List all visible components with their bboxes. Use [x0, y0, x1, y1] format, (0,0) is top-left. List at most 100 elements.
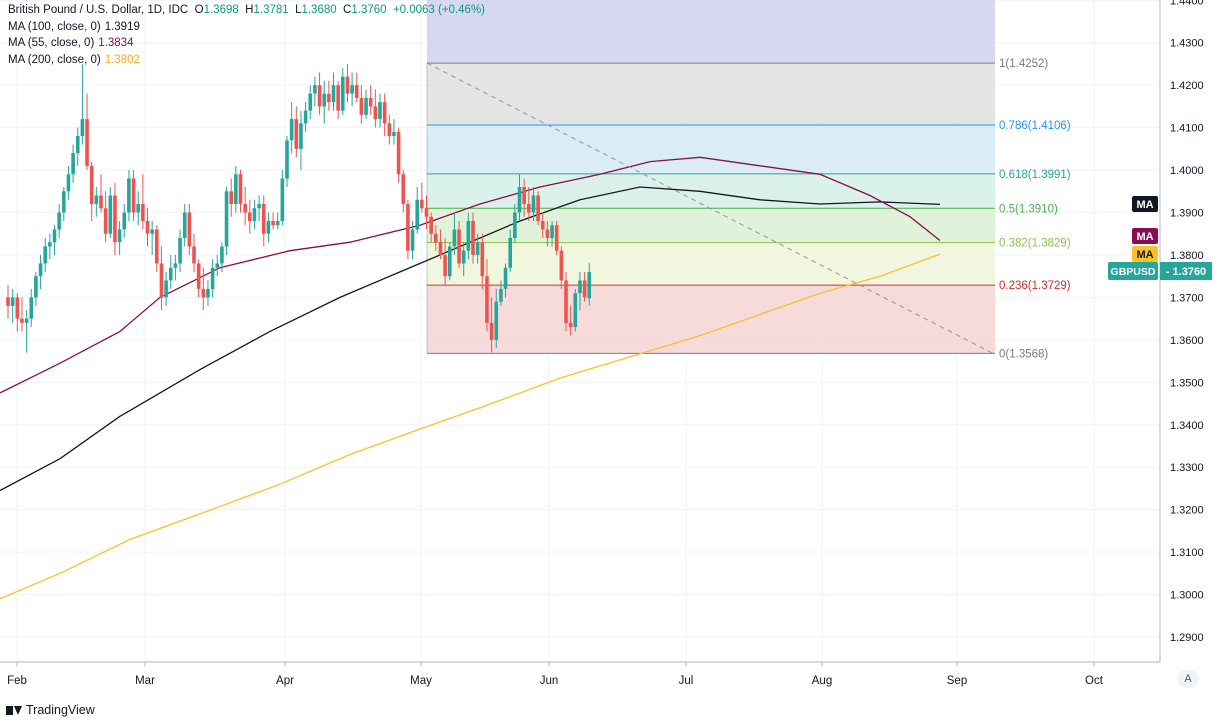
y-tick-label: 1.4100 — [1170, 123, 1204, 135]
y-tick-label: 1.4200 — [1170, 80, 1204, 92]
candle-up — [71, 153, 75, 175]
candle-up — [275, 220, 280, 226]
candle-down — [192, 246, 196, 264]
ohlc-values: O1.3698 H1.3781 L1.3680 C1.3760 +0.0063 … — [194, 4, 486, 16]
fibonacci-retracement — [426, 0, 995, 354]
candle-up — [350, 85, 354, 94]
candle-up — [392, 131, 396, 137]
candle-down — [527, 204, 531, 213]
chart-legend: British Pound / U.S. Dollar, 1D, IDC O1.… — [8, 2, 485, 68]
candle-down — [103, 208, 108, 234]
candle-up — [57, 212, 61, 230]
y-tick-label: 1.3200 — [1170, 505, 1204, 517]
low-value: 1.3680 — [301, 4, 337, 16]
candle-up — [48, 242, 52, 247]
candle-up — [494, 301, 499, 340]
last-price-symbol-badge — [1108, 262, 1158, 280]
candle-down — [271, 220, 275, 226]
fib-level-label: 0.382(1.3829) — [999, 238, 1071, 250]
candle-up — [313, 85, 317, 94]
candle-down — [6, 297, 10, 306]
y-tick-label: 1.2900 — [1170, 632, 1204, 644]
tradingview-logo-icon — [6, 705, 22, 716]
x-tick-label: Oct — [1085, 675, 1104, 687]
candle-up — [224, 191, 229, 247]
ma200-legend[interactable]: MA (200, close, 0) 1.3802 — [8, 53, 140, 66]
candle-down — [420, 199, 424, 209]
ma55-line — [0, 156, 941, 394]
y-tick-label: 1.3600 — [1170, 335, 1204, 347]
candle-down — [480, 242, 485, 277]
fib-zone — [427, 208, 995, 243]
last-price-value: - 1.3760 — [1166, 266, 1206, 278]
candle-down — [387, 123, 392, 137]
ma100-value: 1.3919 — [104, 20, 140, 33]
candle-up — [257, 204, 261, 209]
candle-up — [150, 229, 154, 234]
y-tick-label: 1.3100 — [1170, 547, 1204, 559]
candle-down — [545, 229, 550, 238]
ma-badge-label: MA — [1136, 199, 1153, 211]
y-tick-label: 1.3000 — [1170, 590, 1204, 602]
candle-up — [341, 76, 345, 111]
candle-down — [145, 220, 150, 234]
candle-down — [522, 187, 526, 205]
candle-up — [378, 102, 382, 120]
candle-up — [66, 174, 71, 192]
candle-down — [559, 250, 564, 281]
ma100-legend[interactable]: MA (100, close, 0) 1.3919 — [8, 20, 140, 33]
candle-up — [573, 293, 578, 328]
candle-up — [503, 267, 508, 289]
candle-down — [327, 93, 331, 103]
auto-scale-button[interactable]: A — [1177, 670, 1199, 688]
axes: 1.2900 1.3000 1.3100 1.3200 1.3300 1.3400 1.35… — [0, 0, 1212, 687]
candle-up — [182, 212, 187, 238]
candle-down — [401, 174, 406, 205]
candle-up — [517, 187, 522, 213]
candle-down — [187, 212, 192, 247]
x-tick-label: May — [410, 675, 432, 687]
x-tick-label: Aug — [812, 675, 832, 687]
candle-up — [75, 136, 80, 154]
ma55-legend[interactable]: MA (55, close, 0) 1.3834 — [8, 37, 134, 49]
y-tick-label: 1.4000 — [1170, 165, 1204, 177]
candle-down — [554, 225, 559, 251]
candle-down — [568, 322, 573, 328]
candle-up — [43, 246, 47, 264]
trendline-dashed — [426, 62, 994, 354]
x-tick-label: Jun — [540, 675, 559, 687]
tradingview-brand[interactable]: TradingView — [6, 703, 95, 717]
ma-badge — [1132, 196, 1158, 212]
candle-down — [261, 204, 266, 234]
candle-up — [364, 97, 368, 115]
y-tick-label: 1.3500 — [1170, 377, 1204, 389]
fib-zone — [427, 125, 995, 174]
x-tick-label: Feb — [7, 675, 27, 687]
candle-up — [280, 178, 285, 221]
candle-down — [540, 220, 545, 230]
y-tick-label: 1.4400 — [1170, 0, 1204, 7]
candle-down — [201, 288, 206, 298]
fib-zone — [427, 63, 995, 126]
candle-down — [443, 254, 447, 277]
candle-down — [429, 216, 433, 234]
candle-down — [564, 280, 568, 323]
candle-up — [266, 220, 271, 234]
last-price-badge — [1160, 262, 1212, 280]
open-value: 1.3698 — [203, 4, 239, 16]
last-price-symbol: GBPUSD — [1111, 266, 1156, 278]
candle-down — [354, 85, 359, 98]
brand-label: TradingView — [26, 703, 95, 717]
ma-badge — [1132, 228, 1158, 244]
fib-level-label: 1(1.4252) — [999, 58, 1048, 70]
candle-down — [248, 212, 252, 221]
candle-up — [62, 191, 66, 213]
candle-up — [415, 199, 419, 230]
candle-down — [113, 195, 117, 243]
candle-up — [10, 297, 15, 306]
candle-down — [582, 280, 587, 298]
fib-level-label: 0(1.3568) — [999, 348, 1048, 360]
candle-down — [131, 178, 136, 213]
candle-up — [475, 242, 480, 255]
